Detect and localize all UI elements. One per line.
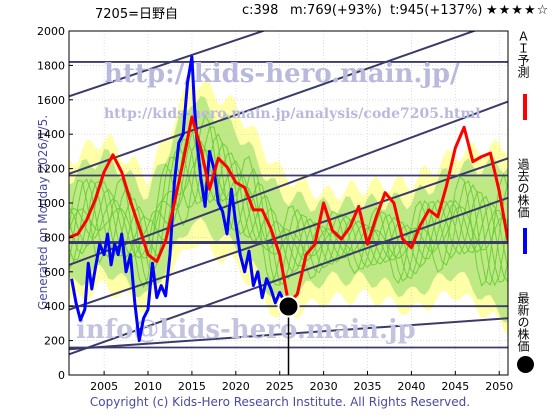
- legend-ai: ＡＩ予測: [516, 30, 546, 78]
- y-tick-label: 1400: [37, 128, 65, 141]
- y-tick-label: 1800: [37, 59, 65, 72]
- x-tick-label: 2020: [222, 380, 250, 393]
- series-past-line: [70, 55, 290, 343]
- header-current: c:398: [242, 3, 279, 18]
- legend-past: 過去の株価: [516, 158, 546, 218]
- latest-layer: [277, 295, 300, 375]
- x-tick-label: 2040: [397, 380, 425, 393]
- copyright-footer: Copyright (c) Kids-Hero Research Institu…: [89, 395, 471, 409]
- grid-layer: [69, 31, 508, 375]
- watermark-layer: http://kids-hero.main.jp/ http://kids-he…: [76, 59, 481, 345]
- band-line: [69, 132, 508, 287]
- y-tick-label: 1600: [37, 94, 65, 107]
- y-tick-label: 200: [44, 335, 65, 348]
- header-top: t:945(+137%): [390, 3, 483, 18]
- legend-past-label: 過去の株価: [516, 158, 530, 218]
- header-stars: ★★★★☆: [486, 3, 550, 18]
- y-tick-label: 800: [44, 231, 65, 244]
- y-tick-label: 600: [44, 266, 65, 279]
- x-tick-label: 2005: [90, 380, 118, 393]
- band-line: [69, 140, 508, 263]
- watermark-email: info@kids-hero.main.jp: [76, 315, 416, 345]
- watermark-url-small: http://kids-hero.main.jp/analysis/code72…: [104, 106, 481, 122]
- y-tick-label: 1000: [37, 197, 65, 210]
- legend-ai-label: ＡＩ予測: [516, 30, 530, 78]
- tick-layer: 0 200 400 600 800 1000 1200 1400 1600 1800 2000 200…: [37, 25, 513, 393]
- y-tick-label: 0: [58, 369, 65, 382]
- watermark-url-big: http://kids-hero.main.jp/: [104, 59, 460, 89]
- x-tick-label: 2030: [310, 380, 338, 393]
- x-tick-label: 2050: [485, 380, 513, 393]
- x-tick-label: 2010: [134, 380, 162, 393]
- legend-latest-label: 最新の株価: [516, 292, 530, 352]
- header-mid: m:769(+93%): [290, 3, 382, 18]
- y-tick-label: 400: [44, 300, 65, 313]
- legend-latest: 最新の株価: [516, 292, 546, 352]
- x-tick-label: 2025: [266, 380, 294, 393]
- legend-past-swatch: [523, 228, 527, 254]
- trend-line: [69, 31, 267, 98]
- trend-line: [69, 31, 477, 175]
- legend-latest-dot: [517, 356, 534, 373]
- y-tick-label: 2000: [37, 25, 65, 38]
- trend-line: [69, 157, 508, 311]
- x-tick-label: 2015: [178, 380, 206, 393]
- y-tick-label: 1200: [37, 163, 65, 176]
- latest-point: [277, 295, 300, 318]
- legend-ai-swatch: [523, 94, 527, 120]
- x-tick-label: 2045: [441, 380, 469, 393]
- header-code: 7205=日野自: [95, 7, 178, 22]
- x-tick-label: 2035: [354, 380, 382, 393]
